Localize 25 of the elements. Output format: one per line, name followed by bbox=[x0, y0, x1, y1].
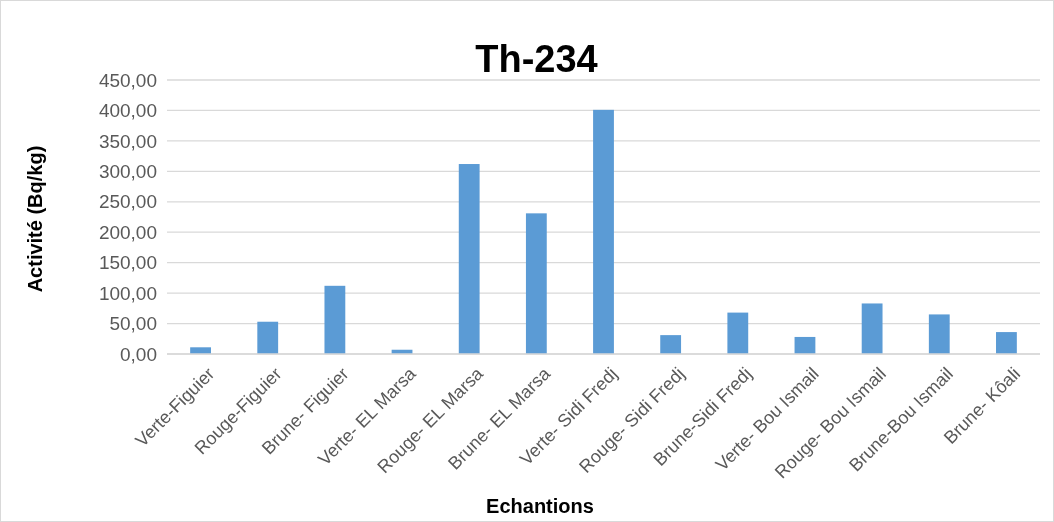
y-tick-label: 150,00 bbox=[98, 252, 157, 274]
bar bbox=[861, 303, 883, 354]
bar bbox=[257, 321, 279, 354]
y-tick-label: 250,00 bbox=[98, 191, 157, 213]
bar bbox=[794, 336, 816, 354]
bar bbox=[928, 314, 950, 354]
y-axis-title: Activité (Bq/kg) bbox=[24, 145, 46, 293]
y-tick-label: 350,00 bbox=[98, 130, 157, 152]
bar bbox=[525, 213, 547, 354]
bar bbox=[593, 109, 614, 354]
bar bbox=[458, 164, 480, 354]
bar bbox=[996, 332, 1017, 354]
y-tick-label: 100,00 bbox=[98, 282, 157, 304]
bar bbox=[190, 347, 211, 354]
y-tick-label: 50,00 bbox=[109, 313, 157, 335]
x-axis-title: Echantions bbox=[486, 495, 594, 517]
bar bbox=[727, 312, 749, 354]
y-tick-label: 300,00 bbox=[98, 160, 157, 182]
bar bbox=[324, 285, 346, 354]
bar bbox=[660, 335, 682, 354]
y-tick-label: 200,00 bbox=[98, 221, 157, 243]
y-tick-label: 0,00 bbox=[120, 343, 157, 365]
chart-title: Th-234 bbox=[475, 38, 598, 80]
y-tick-label: 450,00 bbox=[98, 69, 157, 91]
y-tick-label: 400,00 bbox=[98, 100, 157, 122]
